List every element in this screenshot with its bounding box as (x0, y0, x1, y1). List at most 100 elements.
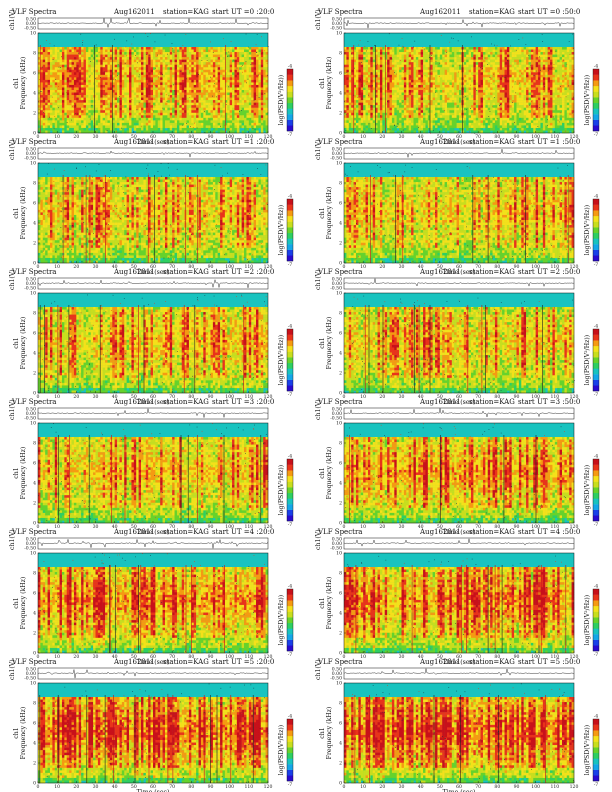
x-tick-label: 0 (343, 264, 346, 270)
x-tick-label: 40 (418, 784, 424, 790)
y-tick-label: 0 (33, 261, 36, 267)
colorbar-tick-label: -7 (288, 132, 293, 138)
waveform-tick-label: -0.50 (330, 286, 342, 292)
y-tick-label: 2 (339, 501, 342, 507)
y-tick-label: 6 (33, 591, 36, 597)
x-tick-label: 20 (73, 784, 79, 790)
spectrogram-image (344, 293, 575, 394)
frequency-ylabel: Frequency (kHz) (20, 317, 27, 370)
x-tick-label: 120 (264, 654, 273, 660)
x-tick-label: 120 (570, 784, 579, 790)
spectrogram-panel: VLF Spectra Aug162011 station=KAG start UT … (306, 5, 612, 146)
frequency-ylabel: Frequency (kHz) (20, 707, 27, 760)
x-axis-label: Time (sec) (137, 529, 170, 536)
waveform-trace (343, 149, 575, 158)
colorbar-tick-label: -4 (594, 584, 599, 590)
y-tick-label: 4 (339, 221, 342, 227)
y-tick-label: 2 (33, 501, 36, 507)
x-axis-label: Time (sec) (137, 139, 170, 146)
x-tick-label: 120 (570, 654, 579, 660)
x-tick-label: 60 (456, 264, 462, 270)
x-tick-label: 100 (225, 134, 234, 140)
x-tick-label: 60 (150, 134, 156, 140)
colorbar-tick-label: -7 (594, 392, 599, 398)
x-tick-label: 110 (550, 654, 559, 660)
colorbar-tick-label: -7 (594, 262, 599, 268)
x-tick-label: 0 (37, 654, 40, 660)
waveform-tick-label: 0.00 (332, 671, 342, 677)
waveform-ylabel: ch1(V) (315, 659, 322, 680)
y-tick-label: 2 (33, 631, 36, 637)
x-tick-label: 60 (150, 654, 156, 660)
y-tick-label: 2 (339, 761, 342, 767)
x-tick-label: 70 (169, 654, 175, 660)
waveform-frame (37, 17, 269, 30)
x-tick-label: 110 (244, 524, 253, 530)
frequency-ylabel: Frequency (kHz) (20, 447, 27, 500)
colorbar-label: log(PSD(V²/Hz)) (278, 75, 285, 125)
x-tick-label: 90 (514, 784, 520, 790)
frequency-ylabel: ch1 (13, 207, 20, 218)
x-tick-label: 10 (54, 524, 60, 530)
x-axis-label: Time (sec) (137, 659, 170, 666)
x-tick-label: 60 (456, 784, 462, 790)
panel-title: VLF Spectra Aug162011 station=KAG start UT … (317, 8, 580, 16)
y-tick-label: 0 (339, 521, 342, 527)
frequency-ylabel: ch1 (13, 597, 20, 608)
y-tick-label: 0 (339, 781, 342, 787)
panel-title: VLF Spectra Aug162011 station=KAG start UT … (317, 658, 580, 666)
waveform-tick-label: -0.50 (330, 676, 342, 682)
x-tick-label: 10 (360, 784, 366, 790)
waveform-tick-label: 0.50 (332, 277, 342, 283)
spectrogram-svg: VLF Spectra Aug162011 station=KAG start UT … (315, 528, 600, 666)
spectrogram-image (344, 163, 575, 264)
x-tick-label: 20 (379, 524, 385, 530)
spectrogram-image (38, 423, 269, 524)
y-tick-label: 10 (30, 291, 36, 297)
y-tick-label: 4 (339, 611, 342, 617)
colorbar-tick-label: -4 (288, 64, 293, 70)
y-tick-label: 4 (33, 351, 36, 357)
x-tick-label: 60 (456, 134, 462, 140)
x-tick-label: 100 (531, 264, 540, 270)
y-tick-label: 0 (33, 131, 36, 137)
x-tick-label: 100 (225, 394, 234, 400)
waveform-frame (343, 277, 575, 290)
x-tick-label: 40 (418, 264, 424, 270)
x-tick-label: 10 (54, 654, 60, 660)
y-tick-label: 8 (339, 181, 342, 187)
y-tick-label: 8 (33, 441, 36, 447)
waveform-tick-label: 0.00 (26, 151, 36, 157)
x-tick-label: 40 (112, 264, 118, 270)
x-tick-label: 50 (131, 654, 137, 660)
colorbar-tick-label: -4 (288, 714, 293, 720)
y-tick-label: 8 (339, 51, 342, 57)
x-tick-label: 110 (550, 264, 559, 270)
y-tick-label: 8 (339, 701, 342, 707)
x-tick-label: 0 (343, 394, 346, 400)
x-tick-label: 20 (73, 264, 79, 270)
spectrogram-panel: VLF Spectra Aug162011 station=KAG start UT … (0, 265, 306, 406)
x-tick-label: 60 (456, 524, 462, 530)
x-tick-label: 90 (208, 264, 214, 270)
x-tick-label: 0 (343, 654, 346, 660)
y-tick-label: 2 (339, 241, 342, 247)
frequency-ylabel: ch1 (319, 727, 326, 738)
spectrogram-svg: VLF Spectra Aug162011 station=KAG start UT … (9, 528, 294, 666)
colorbar-label: log(PSD(V²/Hz)) (278, 335, 285, 385)
waveform-tick-label: 0.50 (26, 17, 36, 23)
y-tick-label: 0 (33, 521, 36, 527)
y-tick-label: 10 (336, 291, 342, 297)
x-tick-label: 80 (494, 524, 500, 530)
waveform-ylabel: ch1(V) (315, 399, 322, 420)
y-tick-label: 4 (339, 351, 342, 357)
y-tick-label: 8 (33, 51, 36, 57)
colorbar-label: log(PSD(V²/Hz)) (278, 595, 285, 645)
waveform-tick-label: 0.50 (26, 147, 36, 153)
waveform-tick-label: -0.50 (330, 546, 342, 552)
x-tick-label: 70 (475, 784, 481, 790)
x-tick-label: 20 (73, 524, 79, 530)
y-tick-label: 6 (33, 721, 36, 727)
x-tick-label: 120 (264, 134, 273, 140)
waveform-tick-label: 0.00 (332, 281, 342, 287)
